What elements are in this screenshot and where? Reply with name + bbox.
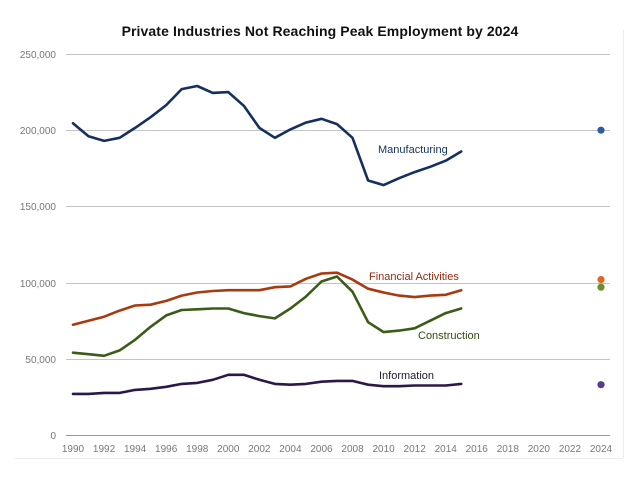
y-tick-label: 50,000 (25, 355, 56, 366)
x-tick-label: 2002 (248, 444, 271, 455)
x-tick-label: 2010 (372, 444, 395, 455)
chart-frame-bottom-border (15, 458, 623, 459)
projection-point-construction (597, 283, 605, 291)
x-tick-label: 2000 (217, 444, 240, 455)
chart-title: Private Industries Not Reaching Peak Emp… (121, 23, 519, 39)
y-tick-label: 150,000 (20, 202, 57, 213)
x-tick-label: 2020 (528, 444, 551, 455)
series-line-information (71, 373, 463, 396)
series-label-information: Information (379, 370, 434, 382)
y-tick-label: 200,000 (20, 126, 57, 137)
series-lines (71, 84, 463, 396)
y-tick-label: 100,000 (20, 279, 57, 290)
x-tick-label: 2018 (497, 444, 520, 455)
x-tick-label: 1998 (186, 444, 209, 455)
series-label-construction: Construction (418, 330, 480, 342)
projection-markers (597, 126, 605, 389)
x-tick-label: 1996 (155, 444, 178, 455)
y-tick-label: 250,000 (20, 50, 57, 61)
series-label-financial-activities: Financial Activities (369, 271, 459, 283)
x-tick-label: 2008 (341, 444, 364, 455)
x-tick-label: 1994 (124, 444, 147, 455)
x-tick-label: 2014 (435, 444, 458, 455)
x-tick-label: 2004 (279, 444, 302, 455)
x-tick-label: 2024 (590, 444, 613, 455)
x-axis-tick-labels: 1990 1992 1994 1996 1998 2000 2002 2004 2006 2008… (62, 444, 613, 455)
series-line-financial-activities (71, 271, 463, 327)
projection-point-information (597, 381, 605, 389)
series-label-manufacturing: Manufacturing (378, 144, 448, 156)
series-line-construction (71, 275, 463, 358)
series-line-manufacturing (71, 84, 463, 187)
y-axis-tick-labels: 0 50,000 100,000 150,000 200,000 250,000 (20, 50, 57, 442)
chart-frame-right-border (623, 30, 624, 458)
x-tick-label: 2012 (404, 444, 427, 455)
series-labels: Manufacturing Financial Activities Constru… (369, 144, 480, 382)
x-tick-label: 2016 (466, 444, 489, 455)
gridlines (66, 54, 610, 436)
y-tick-label: 0 (50, 431, 56, 442)
x-tick-label: 2022 (559, 444, 582, 455)
x-tick-label: 1992 (93, 444, 116, 455)
x-tick-label: 1990 (62, 444, 85, 455)
projection-point-manufacturing (597, 126, 605, 134)
projection-point-financial-activities (597, 275, 605, 284)
x-tick-label: 2006 (310, 444, 333, 455)
